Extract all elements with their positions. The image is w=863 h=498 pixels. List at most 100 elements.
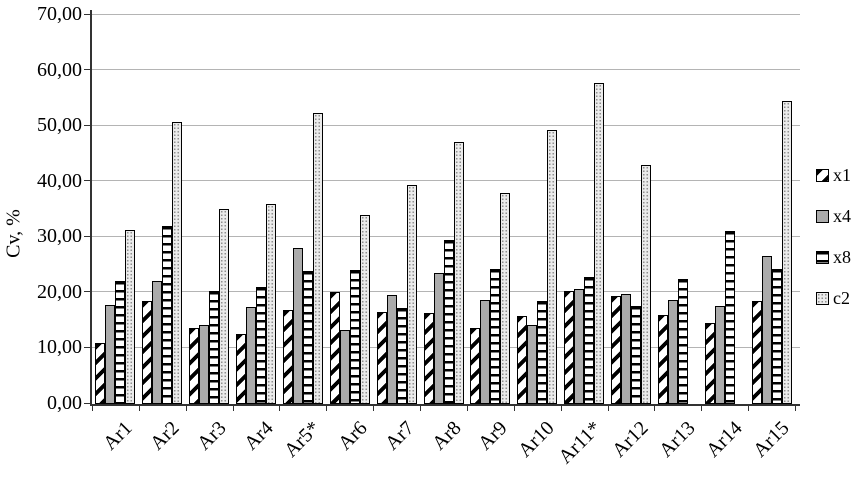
- y-tick-label-20: 20,00: [37, 280, 82, 303]
- bar-Ar5*-x1: [282, 309, 293, 404]
- bar-Ar5*-x8: [302, 270, 313, 404]
- y-tick-label-60: 60,00: [37, 58, 82, 81]
- bar-Ar10-x1: [517, 315, 528, 404]
- bar-Ar8-c2: [453, 141, 464, 404]
- legend-swatch-solid-gray-icon: [816, 209, 829, 223]
- bar-Ar11*-x4: [574, 289, 585, 404]
- bar-Ar3-x4: [199, 324, 210, 404]
- legend-item-x1: x1: [816, 165, 851, 185]
- x-tick-13: [701, 405, 703, 411]
- bar-Ar1-c2: [125, 229, 136, 404]
- legend-label-x8: x8: [833, 247, 851, 267]
- bar-Ar9-x4: [480, 300, 491, 404]
- bar-Ar2-x8: [162, 226, 173, 404]
- bar-Ar4-x4: [246, 307, 257, 404]
- x-tick-2: [185, 405, 187, 411]
- bar-Ar6-c2: [359, 215, 370, 404]
- x-tick-12: [654, 405, 656, 411]
- y-tick-0: [84, 402, 90, 404]
- bar-Ar4-c2: [266, 204, 277, 404]
- bar-Ar13-x1: [657, 315, 668, 404]
- bar-Ar2-x4: [152, 280, 163, 404]
- y-tick-label-0: 0,00: [47, 392, 82, 414]
- bar-Ar4-x8: [256, 287, 267, 404]
- bar-Ar11*-x1: [564, 290, 575, 404]
- bar-Ar2-c2: [172, 121, 183, 404]
- bar-Ar7-c2: [406, 185, 417, 404]
- bar-Ar12-x4: [620, 293, 631, 404]
- bar-Ar10-x4: [527, 324, 538, 404]
- y-tick-label-10: 10,00: [37, 336, 82, 359]
- bar-Ar9-x1: [470, 327, 481, 404]
- bar-Ar10-c2: [547, 129, 558, 404]
- bar-Ar14-x8: [724, 231, 735, 404]
- bar-Ar14-x4: [714, 305, 725, 404]
- bar-Ar15-x4: [761, 256, 772, 404]
- gridline-40: [92, 180, 800, 182]
- x-tick-6: [373, 405, 375, 411]
- x-tick-9: [513, 405, 515, 411]
- bar-Ar6-x1: [329, 291, 340, 404]
- bar-Ar6-x8: [349, 269, 360, 404]
- bar-Ar14-x1: [704, 322, 715, 404]
- bar-Ar5*-c2: [312, 112, 323, 404]
- y-tick-60: [84, 69, 90, 71]
- y-tick-20: [84, 291, 90, 293]
- bar-Ar6-x4: [339, 330, 350, 404]
- bar-Ar4-x1: [236, 334, 247, 404]
- bar-Ar3-c2: [219, 209, 230, 404]
- legend-swatch-horizontal-stripes-icon: [816, 250, 829, 264]
- x-tick-4: [279, 405, 281, 411]
- bar-Ar1-x4: [105, 304, 116, 404]
- x-tick-14: [748, 405, 750, 411]
- x-tick-11: [607, 405, 609, 411]
- x-tick-7: [420, 405, 422, 411]
- bar-Ar13-x4: [667, 299, 678, 404]
- y-tick-30: [84, 235, 90, 237]
- bar-Ar7-x4: [386, 295, 397, 404]
- bar-Ar7-x8: [396, 307, 407, 404]
- bar-Ar1-x1: [95, 342, 106, 404]
- legend-label-c2: c2: [833, 288, 850, 308]
- bar-Ar2-x1: [142, 300, 153, 404]
- bar-Ar9-x8: [490, 268, 501, 404]
- legend-label-x4: x4: [833, 206, 851, 226]
- x-tick-3: [232, 405, 234, 411]
- bar-Ar3-x8: [209, 290, 220, 404]
- legend-swatch-diagonal-stripes-icon: [816, 168, 829, 182]
- x-tick-0: [92, 405, 93, 411]
- legend: x1 x4 x8 c2: [816, 165, 851, 332]
- y-axis-line: [90, 10, 92, 405]
- bar-Ar1-x8: [115, 281, 126, 404]
- bar-Ar15-x1: [751, 300, 762, 404]
- bar-Ar12-c2: [640, 165, 651, 404]
- legend-item-x4: x4: [816, 206, 851, 226]
- bar-Ar8-x8: [443, 239, 454, 404]
- y-tick-label-30: 30,00: [37, 225, 82, 248]
- bar-Ar12-x8: [630, 305, 641, 404]
- legend-swatch-stipple-dots-icon: [816, 291, 829, 305]
- bar-Ar10-x8: [537, 301, 548, 404]
- x-tick-15: [795, 405, 796, 411]
- bar-Ar15-c2: [781, 101, 792, 404]
- gridline-60: [92, 69, 800, 71]
- bar-Ar11*-c2: [594, 83, 605, 404]
- gridline-50: [92, 124, 800, 126]
- bar-Ar11*-x8: [584, 277, 595, 404]
- legend-item-x8: x8: [816, 247, 851, 267]
- y-tick-40: [84, 180, 90, 182]
- y-tick-label-40: 40,00: [37, 169, 82, 192]
- x-axis-line: [90, 403, 800, 406]
- bar-Ar13-x8: [677, 278, 688, 404]
- bar-Ar3-x1: [189, 327, 200, 404]
- gridline-30: [92, 235, 800, 237]
- y-tick-50: [84, 124, 90, 126]
- bar-chart: Cv, % x1 x4 x8 c2 0,00 10,00 20,00 30,00 40,00 5…: [3, 3, 852, 468]
- x-tick-10: [560, 405, 562, 411]
- legend-label-x1: x1: [833, 165, 851, 185]
- bar-Ar15-x8: [771, 268, 782, 404]
- y-tick-label-50: 50,00: [37, 114, 82, 137]
- x-tick-1: [138, 405, 140, 411]
- legend-item-c2: c2: [816, 288, 851, 308]
- bar-Ar9-c2: [500, 193, 511, 404]
